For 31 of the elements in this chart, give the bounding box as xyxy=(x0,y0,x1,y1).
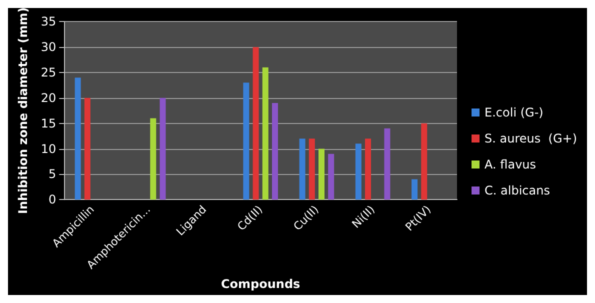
bar xyxy=(355,144,362,200)
bar xyxy=(328,154,334,200)
bar xyxy=(308,138,315,200)
y-tick-label: 20 xyxy=(40,90,56,105)
bar xyxy=(74,78,81,200)
y-axis-title: Inhibition zone diameter (mm) xyxy=(16,7,30,214)
y-tick-label: 30 xyxy=(40,40,56,54)
y-tick-label: 0 xyxy=(48,192,56,207)
bar xyxy=(252,47,259,200)
bar xyxy=(243,82,250,200)
legend-label: C. albicans xyxy=(484,184,550,198)
bar xyxy=(299,138,306,200)
y-tick-label: 25 xyxy=(40,65,56,80)
bar xyxy=(84,98,90,200)
legend-label: A. flavus xyxy=(484,158,536,172)
bar xyxy=(318,148,325,200)
legend-label: S. aureus (G+) xyxy=(484,132,578,146)
y-tick-label: 10 xyxy=(40,142,56,156)
bar xyxy=(384,128,390,200)
legend-label: E.coli (G-) xyxy=(484,106,544,120)
bar xyxy=(262,67,268,200)
y-tick-label: 15 xyxy=(40,116,56,130)
y-tick-label: 5 xyxy=(48,167,56,182)
bar xyxy=(160,98,166,200)
x-axis-title: Compounds xyxy=(220,277,300,291)
bar xyxy=(150,118,156,200)
bar xyxy=(421,123,428,200)
bar xyxy=(412,179,418,200)
bar xyxy=(365,138,372,200)
bar xyxy=(272,103,278,200)
y-tick-label: 35 xyxy=(40,14,56,29)
